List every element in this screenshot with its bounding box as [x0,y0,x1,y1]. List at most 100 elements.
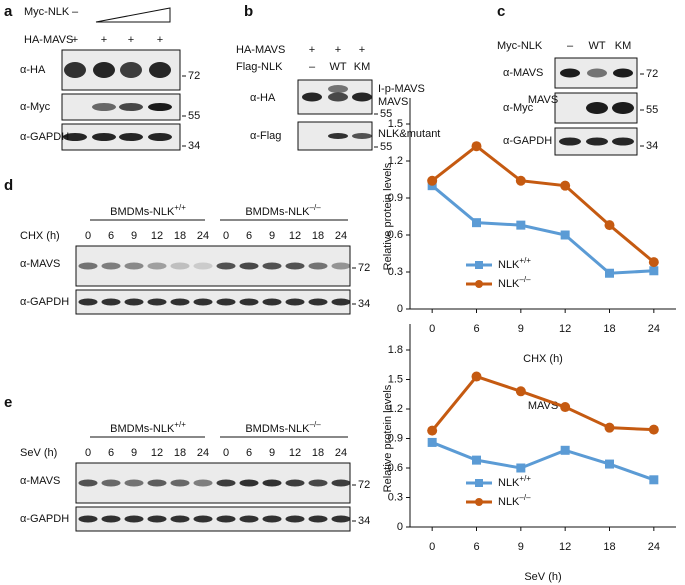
y-tick-label: 1.2 [388,403,403,415]
panel-letter: d [4,177,13,194]
label: – [567,40,574,52]
point [648,257,659,268]
label: 12 [289,447,301,459]
point [427,175,438,186]
label: + [335,44,341,56]
band [216,515,236,523]
band [239,515,259,523]
label: + [157,34,163,46]
label: 34 [358,298,370,310]
label: 6 [246,447,252,459]
label-text: BMDMs-NLK [245,423,310,435]
label: 72 [358,262,370,274]
band [147,479,167,487]
label: 55 [188,110,200,122]
point [604,422,615,433]
point [515,175,526,186]
label-text: NLK [498,496,520,508]
x-tick-label: 9 [518,541,524,553]
label: α-Myc [503,102,534,114]
point [427,437,437,447]
label: 55 [646,104,658,116]
superscript: +/+ [519,474,531,483]
point [472,218,481,228]
legend-marker [475,479,483,487]
label: α-Myc [20,101,51,113]
x-tick-label: 18 [603,323,615,335]
band [193,298,213,306]
label: HA-MAVS [236,44,285,56]
label: 72 [358,479,370,491]
y-tick-label: 0.9 [388,432,403,444]
label: 12 [289,230,301,242]
label: 24 [335,447,347,459]
label: 9 [131,447,137,459]
label-text: NLK [498,278,520,290]
band [308,262,328,270]
band [124,298,144,306]
point [649,266,659,276]
label: α-Flag [250,130,281,142]
legend-label: NLK–/– [498,275,531,290]
band [586,102,608,114]
band [328,85,348,93]
x-tick-label: 0 [429,323,435,335]
band [285,298,305,306]
legend-marker [475,498,483,506]
label: – [72,6,79,18]
band [331,479,351,487]
gradient-wedge [95,7,171,23]
point [472,455,481,465]
band [560,68,580,78]
label: Myc-NLK [497,40,543,52]
band [147,298,167,306]
label: 34 [646,140,658,152]
band [92,103,116,111]
label: WT [329,61,346,73]
chart-title: MAVS [528,94,558,106]
band [78,479,98,487]
label: + [128,34,134,46]
band [78,262,98,270]
x-tick-label: 24 [648,541,660,553]
series-line [431,374,654,432]
label-text: BMDMs-NLK [245,206,310,218]
band [101,298,121,306]
band [193,479,213,487]
series-line [431,184,654,275]
label: WT [588,40,605,52]
label: 18 [174,447,186,459]
band [101,262,121,270]
group-label: BMDMs-NLK+/+ [110,420,186,435]
label: 72 [646,68,658,80]
superscript: +/+ [519,256,531,265]
label: 0 [223,447,229,459]
y-tick-label: 1.8 [388,344,403,356]
label: – [309,61,316,73]
label-text: NLK [498,477,520,489]
band [101,515,121,523]
band [93,62,115,78]
band [239,298,259,306]
band [124,262,144,270]
x-tick-label: 0 [429,541,435,553]
label: KM [354,61,371,73]
label: 0 [85,447,91,459]
group-label: BMDMs-NLK+/+ [110,203,186,218]
point [605,459,614,469]
band [328,92,348,102]
label: α-GAPDH [503,135,552,147]
band [328,133,348,139]
label: 6 [108,447,114,459]
label: MAVS [378,96,408,108]
panel-letter: b [244,3,253,20]
band [285,262,305,270]
label: 12 [151,447,163,459]
label: 18 [174,230,186,242]
band [120,62,142,78]
superscript: +/+ [174,203,186,212]
superscript: +/+ [174,420,186,429]
label: I-p-MAVS [378,83,425,95]
label: α-MAVS [20,258,60,270]
band [331,515,351,523]
